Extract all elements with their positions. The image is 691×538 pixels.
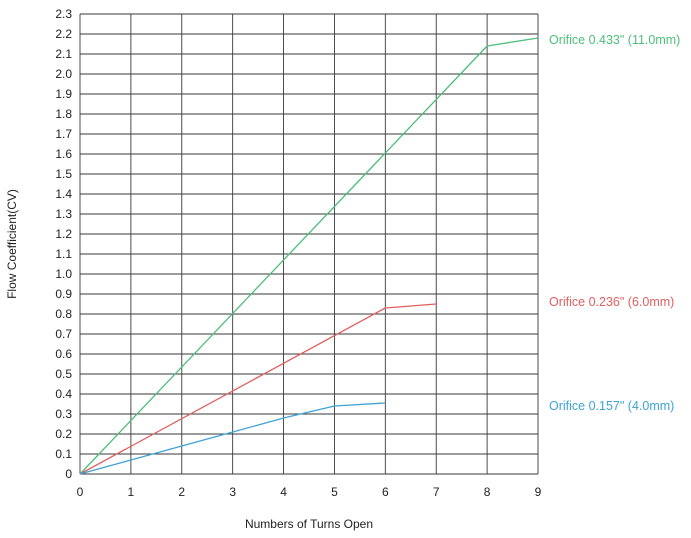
y-tick-label: 0.7 bbox=[55, 327, 72, 341]
x-tick-label: 2 bbox=[178, 485, 185, 499]
y-tick-label: 1.8 bbox=[55, 107, 72, 121]
series-lines bbox=[79, 37, 539, 475]
series-labels: Orifice 0.433" (11.0mm) Orifice 0.236" (6… bbox=[549, 33, 680, 413]
grid bbox=[79, 13, 539, 475]
x-axis-title: Numbers of Turns Open bbox=[245, 517, 373, 531]
series-label: Orifice 0.157" (4.0mm) bbox=[549, 399, 674, 413]
y-tick-label: 0.9 bbox=[55, 287, 72, 301]
y-tick-label: 1.7 bbox=[55, 127, 72, 141]
series-label: Orifice 0.433" (11.0mm) bbox=[549, 33, 680, 47]
y-tick-label: 0.2 bbox=[55, 427, 72, 441]
series-label: Orifice 0.236" (6.0mm) bbox=[549, 295, 674, 309]
series-line bbox=[79, 402, 386, 475]
y-tick-label: 2.1 bbox=[55, 47, 72, 61]
x-tick-label: 1 bbox=[128, 485, 135, 499]
y-tick-label: 0 bbox=[65, 467, 72, 481]
series-line bbox=[79, 37, 539, 475]
y-tick-label: 0.4 bbox=[55, 387, 72, 401]
y-tick-label: 1.6 bbox=[55, 147, 72, 161]
y-tick-label: 1.0 bbox=[55, 267, 72, 281]
y-tick-label: 1.9 bbox=[55, 87, 72, 101]
x-tick-label: 7 bbox=[433, 485, 440, 499]
x-tick-label: 8 bbox=[484, 485, 491, 499]
y-tick-label: 1.4 bbox=[55, 187, 72, 201]
x-tick-label: 0 bbox=[77, 485, 84, 499]
y-tick-label: 1.2 bbox=[55, 227, 72, 241]
y-tick-label: 1.3 bbox=[55, 207, 72, 221]
series-line bbox=[79, 303, 437, 475]
x-tick-label: 5 bbox=[331, 485, 338, 499]
y-tick-label: 0.8 bbox=[55, 307, 72, 321]
y-tick-label: 2.2 bbox=[55, 27, 72, 41]
y-tick-label: 2.0 bbox=[55, 67, 72, 81]
x-tick-label: 4 bbox=[280, 485, 287, 499]
x-tick-label: 3 bbox=[229, 485, 236, 499]
x-tick-label: 6 bbox=[382, 485, 389, 499]
y-axis-title: Flow Coefficient(CV) bbox=[5, 189, 19, 299]
y-tick-label: 1.1 bbox=[55, 247, 72, 261]
y-tick-label: 2.3 bbox=[55, 7, 72, 21]
y-tick-label: 0.3 bbox=[55, 407, 72, 421]
y-tick-label: 0.5 bbox=[55, 367, 72, 381]
y-tick-label: 0.6 bbox=[55, 347, 72, 361]
x-tick-label: 9 bbox=[535, 485, 542, 499]
y-tick-label: 1.5 bbox=[55, 167, 72, 181]
y-tick-label: 0.1 bbox=[55, 447, 72, 461]
tick-labels: 0 0.1 0.2 0.3 0.4 0.5 0.6 0.7 0.8 0.9 1.0 1.1 1.2 1.3… bbox=[55, 7, 541, 499]
